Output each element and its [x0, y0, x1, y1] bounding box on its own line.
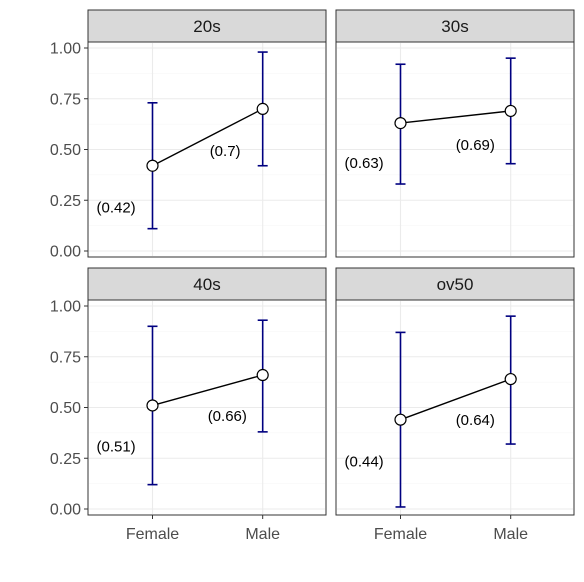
y-tick-label: 0.25	[50, 451, 81, 468]
series-line	[400, 378, 511, 421]
data-label: (0.69)	[456, 137, 495, 154]
panel-strip	[87, 9, 327, 43]
data-point	[146, 159, 159, 172]
panel-title: ov50	[437, 275, 474, 294]
data-point	[394, 413, 407, 426]
data-label: (0.44)	[344, 454, 383, 471]
data-label: (0.7)	[210, 143, 241, 160]
panel-title: 20s	[193, 17, 220, 36]
panel-strip	[335, 9, 575, 43]
data-point	[256, 368, 269, 382]
y-tick-label: 1.00	[50, 41, 81, 58]
x-tick-label: Female	[126, 526, 179, 543]
y-tick-label: 0.50	[50, 400, 81, 417]
panel-30s: 30s (0.63) (0.69)	[335, 9, 575, 258]
panel-border	[335, 299, 575, 516]
panel-border	[335, 41, 575, 258]
data-point	[256, 102, 269, 116]
y-tick-label: 0.75	[50, 91, 81, 108]
y-tick-label: 0.00	[50, 244, 81, 261]
data-point	[394, 117, 407, 130]
data-point	[504, 104, 517, 118]
data-label: (0.66)	[208, 408, 247, 425]
series-line	[152, 108, 264, 167]
data-point	[146, 399, 159, 412]
panel-40s: 40s 0.00 0.25 0.50 0.75 1.00 Female Male (0.51) (…	[50, 267, 327, 543]
y-tick-label: 1.00	[50, 299, 81, 316]
panel-strip	[335, 267, 575, 301]
panel-title: 40s	[193, 275, 220, 294]
y-tick-label: 0.50	[50, 142, 81, 159]
data-point	[504, 372, 517, 386]
data-label: (0.63)	[344, 155, 383, 172]
series-line	[152, 374, 263, 407]
y-tick-label: 0.00	[50, 502, 81, 519]
x-tick-label: Male	[245, 526, 280, 543]
data-label: (0.51)	[96, 438, 135, 455]
data-label: (0.42)	[96, 200, 135, 217]
series-line	[400, 110, 511, 124]
panel-ov50: ov50 Female Male (0.44) (0.64)	[335, 267, 575, 543]
x-tick-label: Male	[493, 526, 528, 543]
panel-title: 30s	[441, 17, 468, 36]
y-tick-label: 0.75	[50, 349, 81, 366]
data-label: (0.64)	[456, 412, 495, 429]
y-tick-label: 0.25	[50, 193, 81, 210]
panel-strip	[87, 267, 327, 301]
x-tick-label: Female	[374, 526, 427, 543]
panel-20s: 20s 0.00 0.25 0.50 0.75 1.00 (0.42) (0.7)	[50, 9, 327, 261]
